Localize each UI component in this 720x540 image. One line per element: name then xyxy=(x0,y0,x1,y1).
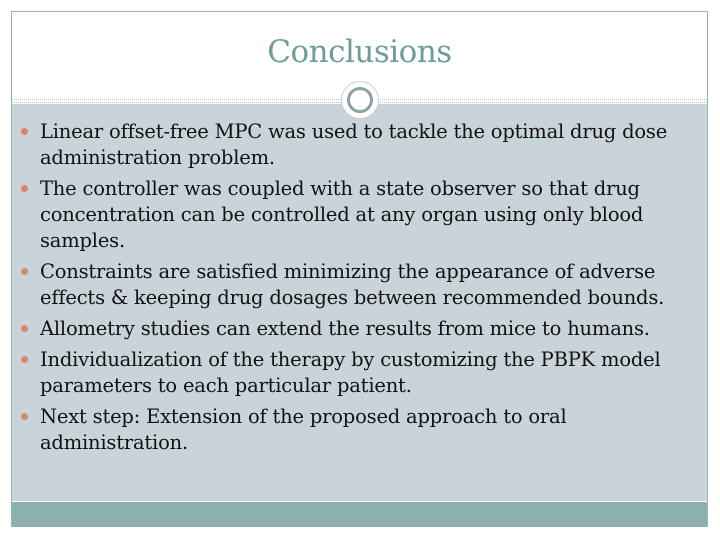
bullet-dot-icon xyxy=(21,185,28,192)
content-area xyxy=(12,104,707,501)
bullet-dot-icon xyxy=(21,128,28,135)
bullet-dot-icon xyxy=(21,268,28,275)
bullet-text: Next step: Extension of the proposed app… xyxy=(40,405,567,454)
bullet-item: Individualization of the therapy by cust… xyxy=(19,347,669,399)
bullet-item: The controller was coupled with a state … xyxy=(19,176,669,254)
bullet-dot-icon xyxy=(21,413,28,420)
bullet-text: The controller was coupled with a state … xyxy=(40,177,644,252)
bullet-dot-icon xyxy=(21,325,28,332)
footer-band xyxy=(12,502,707,527)
bullet-list: Linear offset-free MPC was used to tackl… xyxy=(19,119,669,461)
bullet-item: Linear offset-free MPC was used to tackl… xyxy=(19,119,669,171)
bullet-item: Constraints are satisfied minimizing the… xyxy=(19,259,669,311)
bullet-item: Allometry studies can extend the results… xyxy=(19,316,669,342)
bullet-text: Linear offset-free MPC was used to tackl… xyxy=(40,120,668,169)
bullet-item: Next step: Extension of the proposed app… xyxy=(19,404,669,456)
ring-icon xyxy=(347,87,373,113)
bullet-text: Allometry studies can extend the results… xyxy=(40,317,650,340)
slide-title: Conclusions xyxy=(267,34,452,70)
circle-ornament-icon xyxy=(341,81,379,119)
bullet-text: Constraints are satisfied minimizing the… xyxy=(40,260,665,309)
slide: Conclusions xyxy=(11,11,708,527)
bullet-text: Individualization of the therapy by cust… xyxy=(40,348,661,397)
bullet-dot-icon xyxy=(21,356,28,363)
